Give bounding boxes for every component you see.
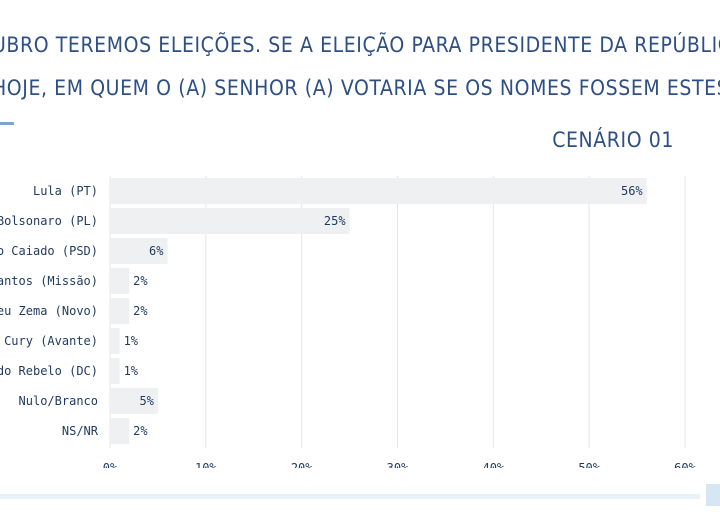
category-label: io Bolsonaro (PL) [0, 214, 98, 228]
x-tick-label: 20% [291, 461, 313, 468]
bar [110, 418, 130, 444]
question-line-1: UBRO TEREMOS ELEIÇÕES. SE A ELEIÇÃO PARA… [0, 33, 720, 57]
category-label: Nulo/Branco [19, 394, 98, 408]
x-tick-label: 50% [578, 461, 600, 468]
category-label: meu Zema (Novo) [0, 304, 98, 318]
value-label: 1% [124, 334, 139, 348]
value-label: 1% [124, 364, 139, 378]
x-tick-label: 40% [482, 461, 504, 468]
category-label: Lula (PT) [33, 184, 98, 198]
category-label: NS/NR [62, 424, 99, 438]
footer-rule [0, 494, 700, 499]
value-label: 25% [324, 214, 346, 228]
bar [110, 388, 158, 414]
value-label: 56% [621, 184, 643, 198]
category-label: aldo Caiado (PSD) [0, 244, 98, 258]
question-line-2: HOJE, EM QUEM O (A) SENHOR (A) VOTARIA S… [0, 76, 720, 100]
bar [110, 358, 120, 384]
x-tick-label: 0% [103, 461, 118, 468]
bar-chart: Lula (PT) 56% io Bolsonaro (PL) 25% aldo Cai… [0, 176, 697, 468]
value-label: 5% [139, 394, 154, 408]
value-label: 6% [149, 244, 164, 258]
title-underline [0, 122, 14, 125]
x-tick-label: 10% [195, 461, 217, 468]
scenario-label: CENÁRIO 01 [552, 128, 674, 152]
question-text: UBRO TEREMOS ELEIÇÕES. SE A ELEIÇÃO PARA… [0, 24, 720, 110]
x-tick-label: 30% [387, 461, 409, 468]
bar [110, 238, 168, 264]
value-label: 2% [133, 274, 148, 288]
category-label: o Santos (Missão) [0, 274, 98, 288]
bar [110, 298, 130, 324]
bar [110, 328, 120, 354]
value-label: 2% [133, 304, 148, 318]
x-tick-label: 60% [674, 461, 696, 468]
corner-decoration [706, 484, 720, 506]
value-label: 2% [133, 424, 148, 438]
bar [110, 178, 647, 204]
category-label: Aldo Rebelo (DC) [0, 364, 98, 378]
bar [110, 268, 130, 294]
category-label: sto Cury (Avante) [0, 334, 98, 348]
bar [110, 208, 350, 234]
